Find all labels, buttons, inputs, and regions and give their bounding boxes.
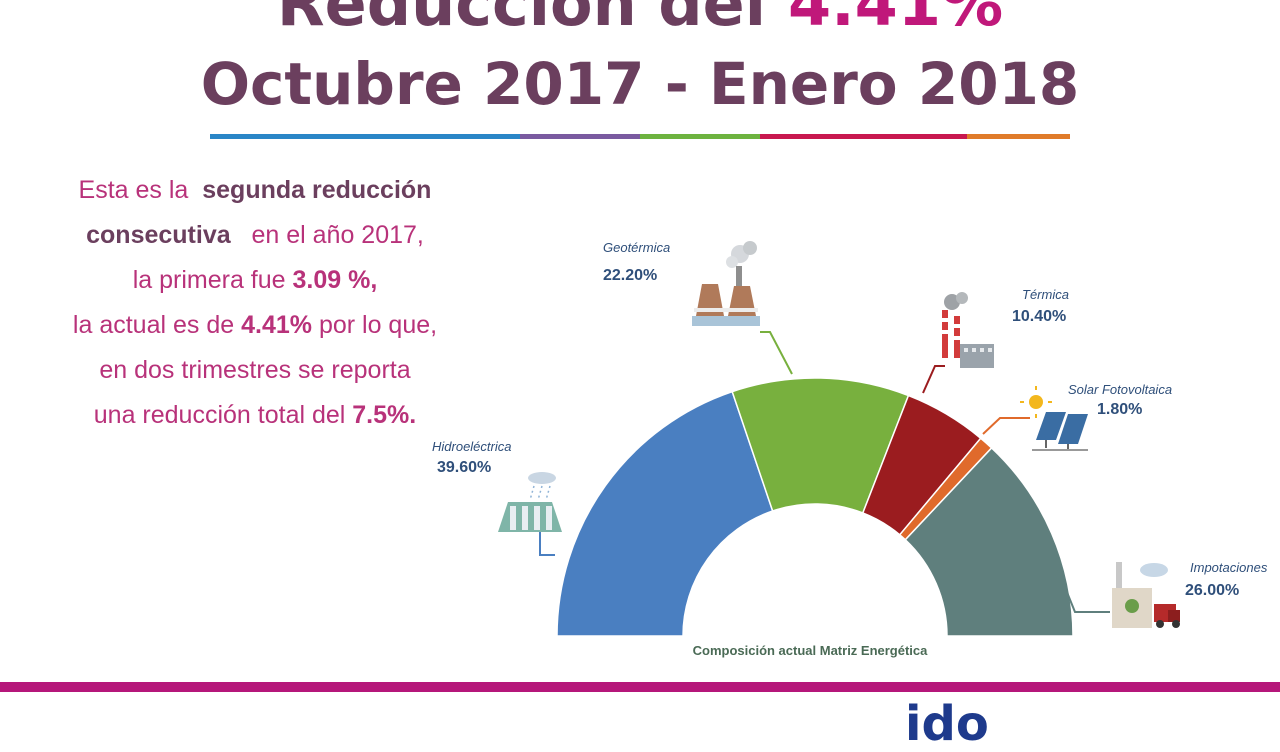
label-geo-value: 22.20% bbox=[603, 267, 657, 284]
rule-segment bbox=[210, 134, 520, 139]
slice-hidroeléctrica bbox=[556, 390, 774, 637]
intro-line-4: la actual es de 4.41% por lo que, bbox=[30, 303, 480, 348]
label-solar-value: 1.80% bbox=[1097, 401, 1142, 418]
label-import-name: Impotaciones bbox=[1190, 560, 1268, 575]
rule-segment bbox=[966, 134, 1070, 139]
label-geo-name: Geotérmica bbox=[603, 240, 670, 255]
intro-line-2: consecutiva en el año 2017, bbox=[30, 213, 480, 258]
leader-line bbox=[539, 530, 555, 556]
thermal-plant-icon bbox=[942, 292, 994, 368]
page-title: Reducción del 4.41% bbox=[0, 0, 1280, 40]
leader-line bbox=[922, 365, 945, 394]
intro-text: Esta es la bbox=[78, 176, 189, 204]
intro-line-1: Esta es la segunda reducción bbox=[30, 168, 480, 213]
footer-partial-text: ido bbox=[905, 696, 989, 752]
chart-caption: Composición actual Matriz Energética bbox=[692, 643, 928, 658]
intro-text: por lo que, bbox=[318, 311, 438, 339]
label-termica-name: Térmica bbox=[1022, 287, 1069, 302]
intro-line-3: la primera fue 3.09 %, bbox=[30, 258, 480, 303]
intro-line-6: una reducción total del 7.5%. bbox=[30, 393, 480, 438]
intro-text: una reducción total del bbox=[93, 401, 346, 429]
rule-segment bbox=[639, 134, 761, 139]
label-termica-value: 10.40% bbox=[1012, 308, 1066, 325]
total-reduction-value: 7.5%. bbox=[352, 401, 417, 429]
title-percent: 4.41% bbox=[787, 0, 1004, 40]
label-hidro-name: Hidroeléctrica bbox=[432, 439, 511, 454]
slice-impotaciones bbox=[904, 446, 1074, 637]
geothermal-plant-icon bbox=[692, 241, 760, 326]
label-import-value: 26.00% bbox=[1185, 582, 1239, 599]
intro-line-5: en dos trimestres se reporta bbox=[99, 356, 411, 384]
intro-text: en el año 2017, bbox=[251, 221, 424, 249]
intro-emphasis: segunda reducción bbox=[202, 176, 432, 204]
chart-leader-lines bbox=[539, 331, 1110, 613]
page-subtitle: Octubre 2017 - Enero 2018 bbox=[200, 50, 1080, 118]
hydro-dam-icon bbox=[498, 472, 562, 532]
bottom-bar bbox=[0, 682, 1280, 692]
title-prefix: Reducción del bbox=[276, 0, 766, 40]
energy-matrix-chart: Hidroeléctrica 39.60% Geotérmica 22.20% … bbox=[432, 240, 1268, 637]
leader-line bbox=[982, 417, 1030, 435]
solar-panel-icon bbox=[1020, 386, 1088, 451]
intro-paragraph: Esta es la segunda reducción consecutiva… bbox=[30, 168, 480, 438]
chart-slices bbox=[556, 377, 1074, 637]
intro-emphasis: consecutiva bbox=[86, 221, 231, 249]
leader-line bbox=[1057, 569, 1110, 613]
label-solar-name: Solar Fotovoltaica bbox=[1068, 382, 1172, 397]
label-hidro-value: 39.60% bbox=[437, 459, 491, 476]
rule-segment bbox=[519, 134, 640, 139]
rule-segment bbox=[760, 134, 967, 139]
leader-line bbox=[760, 331, 793, 375]
intro-text: la primera fue bbox=[132, 266, 286, 294]
current-reduction-value: 4.41% bbox=[241, 311, 312, 339]
first-reduction-value: 3.09 %, bbox=[292, 266, 378, 294]
intro-text: la actual es de bbox=[72, 311, 235, 339]
color-rule bbox=[210, 134, 1070, 139]
imports-factory-icon bbox=[1112, 562, 1180, 628]
